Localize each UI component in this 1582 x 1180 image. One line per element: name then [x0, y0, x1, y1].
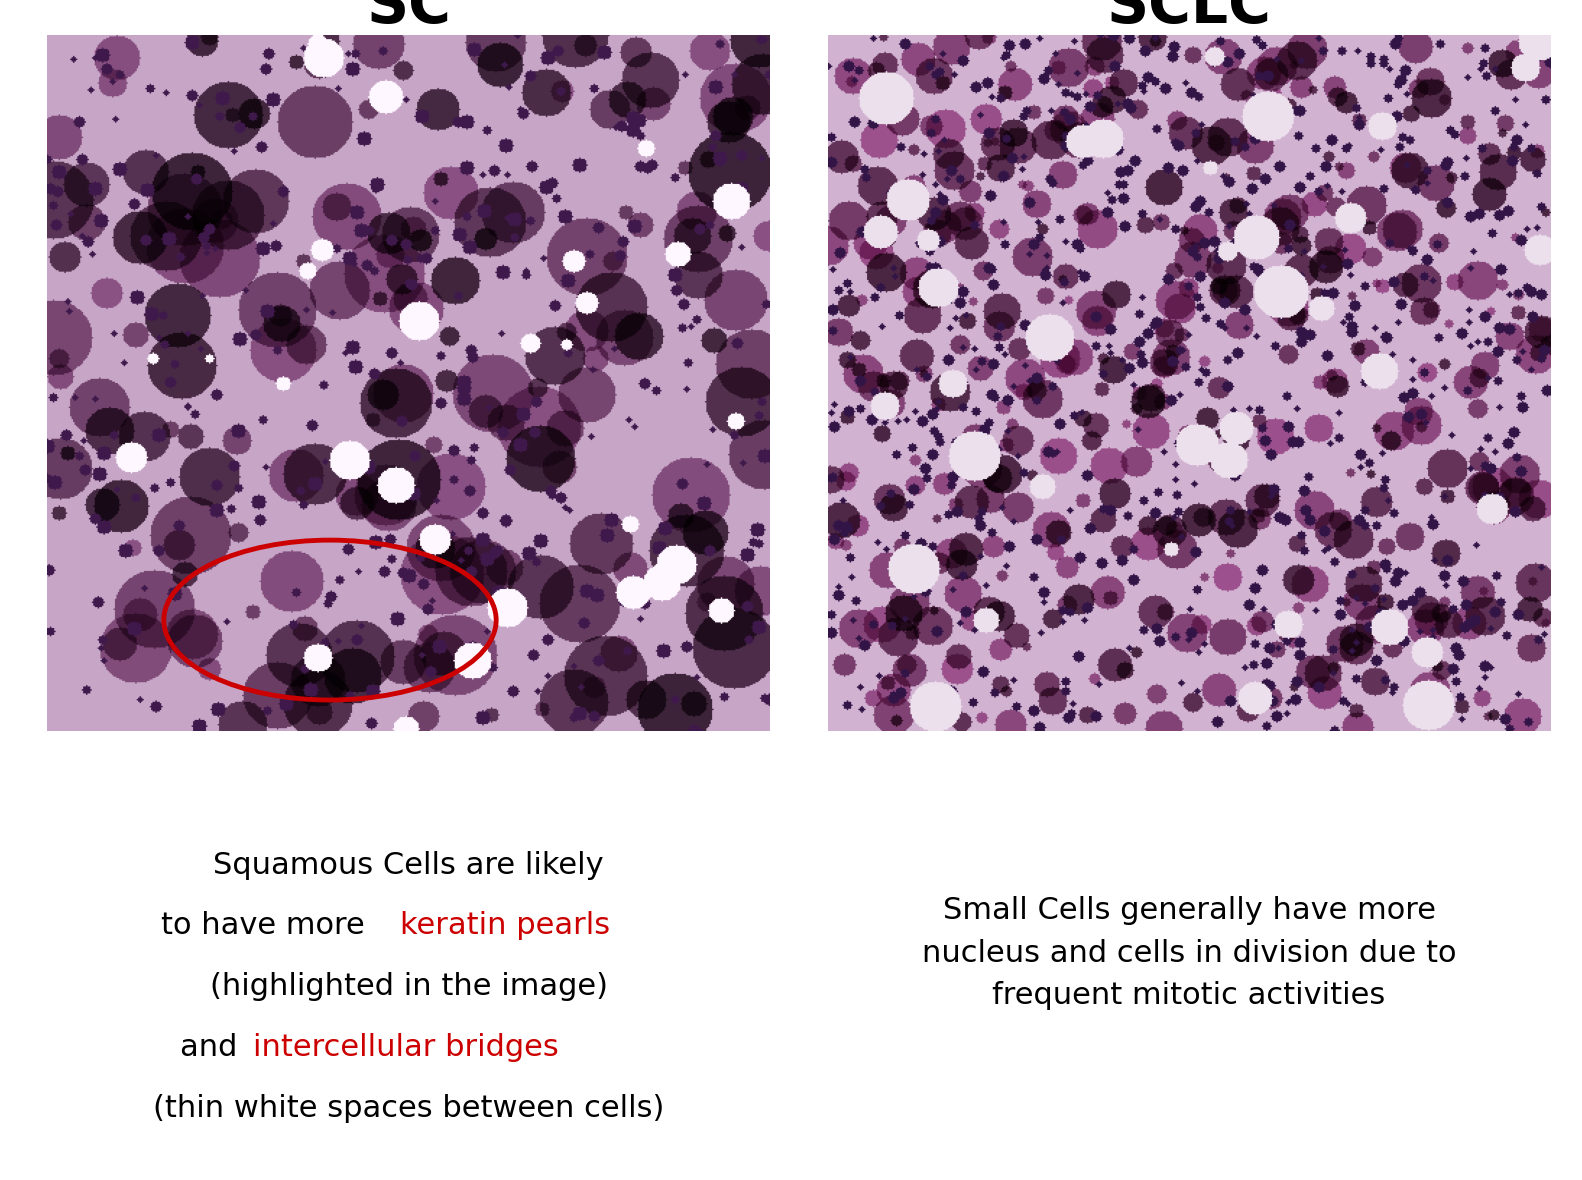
Text: Squamous Cells are likely: Squamous Cells are likely	[214, 851, 604, 879]
Text: keratin pearls: keratin pearls	[400, 911, 609, 940]
Text: (highlighted in the image): (highlighted in the image)	[210, 972, 607, 1001]
Text: Small Cells generally have more
nucleus and cells in division due to
frequent mi: Small Cells generally have more nucleus …	[922, 896, 1457, 1010]
Title: SC: SC	[367, 0, 451, 35]
Text: to have more: to have more	[161, 911, 375, 940]
Text: intercellular bridges: intercellular bridges	[253, 1032, 558, 1062]
Title: SCLC: SCLC	[1107, 0, 1272, 35]
Text: and: and	[180, 1032, 247, 1062]
Text: (thin white spaces between cells): (thin white spaces between cells)	[153, 1094, 664, 1123]
